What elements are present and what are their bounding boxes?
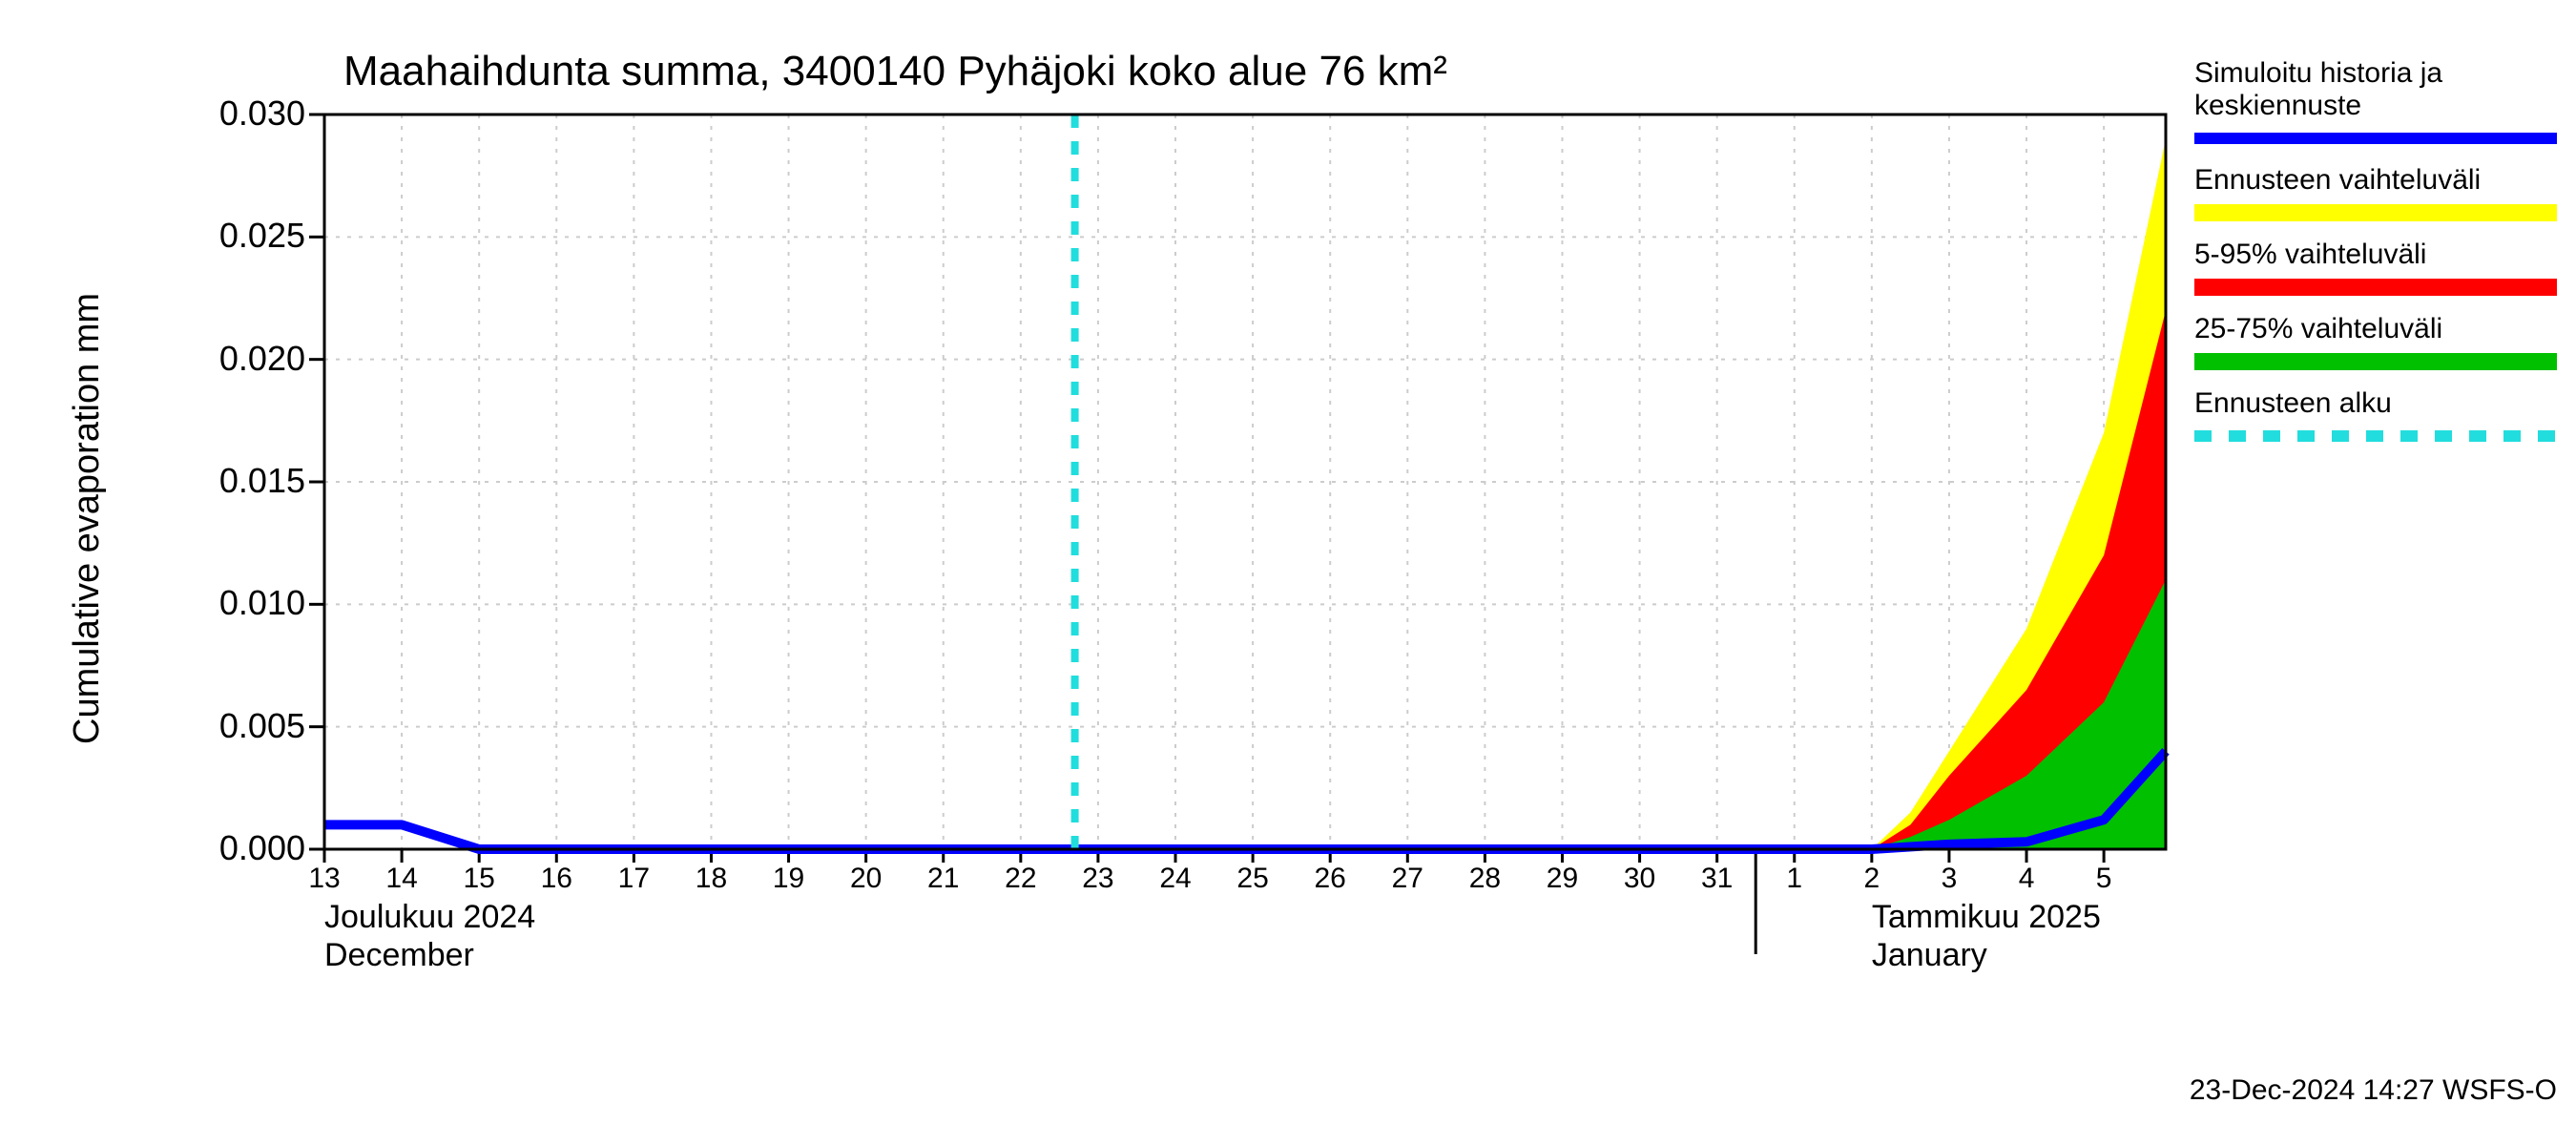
month-label-fi: Tammikuu 2025 [1872, 899, 2101, 936]
chart-container: Maahaihdunta summa, 3400140 Pyhäjoki kok… [0, 0, 2576, 1145]
x-tick-label: 20 [838, 863, 895, 895]
legend-label: Ennusteen alku [2194, 387, 2392, 420]
x-tick-label: 19 [760, 863, 818, 895]
legend-label: keskiennuste [2194, 90, 2361, 122]
month-label-en: December [324, 937, 474, 974]
x-tick-label: 26 [1301, 863, 1359, 895]
x-tick-label: 5 [2075, 863, 2132, 895]
legend-label: 25-75% vaihteluväli [2194, 313, 2442, 345]
month-label-en: January [1872, 937, 1987, 974]
x-tick-label: 1 [1766, 863, 1823, 895]
x-tick-label: 23 [1070, 863, 1127, 895]
legend-label: 5-95% vaihteluväli [2194, 239, 2426, 271]
x-tick-label: 30 [1611, 863, 1669, 895]
y-tick-label: 0.000 [153, 828, 305, 868]
y-tick-label: 0.030 [153, 94, 305, 134]
timestamp-label: 23-Dec-2024 14:27 WSFS-O [2190, 1074, 2557, 1107]
month-label-fi: Joulukuu 2024 [324, 899, 535, 936]
x-tick-label: 15 [450, 863, 508, 895]
x-tick-label: 18 [682, 863, 739, 895]
x-tick-label: 24 [1147, 863, 1204, 895]
y-tick-label: 0.005 [153, 706, 305, 746]
x-tick-label: 16 [528, 863, 585, 895]
y-tick-label: 0.015 [153, 461, 305, 501]
legend-label: Simuloitu historia ja [2194, 57, 2442, 90]
y-tick-label: 0.020 [153, 339, 305, 379]
x-tick-label: 27 [1379, 863, 1436, 895]
legend-label: Ennusteen vaihteluväli [2194, 164, 2481, 197]
x-tick-label: 13 [296, 863, 353, 895]
y-tick-label: 0.025 [153, 216, 305, 256]
x-tick-label: 25 [1224, 863, 1281, 895]
x-tick-label: 4 [1998, 863, 2055, 895]
x-tick-label: 22 [992, 863, 1049, 895]
x-tick-label: 28 [1456, 863, 1513, 895]
x-tick-label: 21 [915, 863, 972, 895]
x-tick-label: 3 [1921, 863, 1978, 895]
x-tick-label: 31 [1689, 863, 1746, 895]
x-tick-label: 14 [373, 863, 430, 895]
x-tick-label: 17 [605, 863, 662, 895]
y-tick-label: 0.010 [153, 583, 305, 623]
x-tick-label: 2 [1843, 863, 1901, 895]
x-tick-label: 29 [1533, 863, 1590, 895]
